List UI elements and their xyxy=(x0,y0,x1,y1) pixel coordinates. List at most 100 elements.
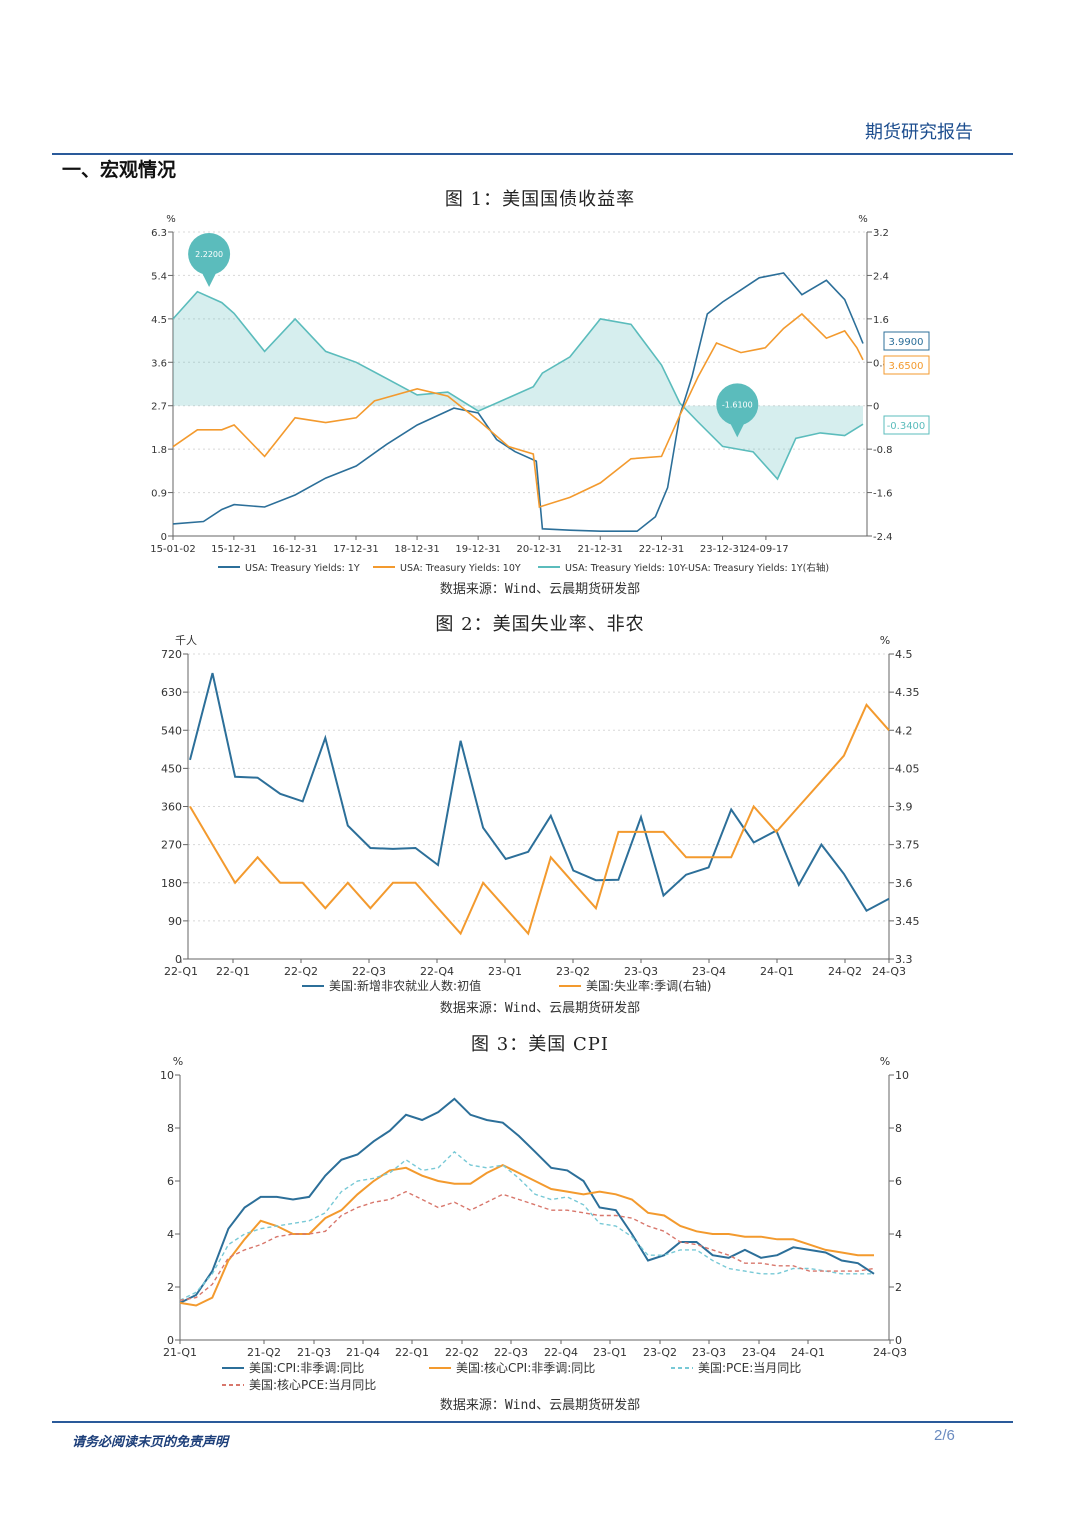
yield-1y-line xyxy=(172,272,864,532)
right-unit-label: % xyxy=(880,1055,890,1068)
right-tick-label: 3.75 xyxy=(895,839,920,852)
x-tick-label: 24-Q1 xyxy=(791,1346,825,1359)
right-tick-label: 4.2 xyxy=(895,724,913,737)
figure-1-chart: 0 0.9 1.8 2.7 3.6 4.5 5.4 6.3 -2.4 -1.6 -0.8 0 0.8 1.… xyxy=(150,214,930,574)
figure-2-chart: 0 90 180 270 360 450 540 630 720 3.3 3.45 3.6 3.75 3.… xyxy=(161,634,920,993)
x-tick-label: 21-Q4 xyxy=(346,1346,380,1359)
x-tick-label: 23-Q2 xyxy=(556,965,590,978)
x-tick-label: 22-Q4 xyxy=(420,965,454,978)
right-tick-label: 4.5 xyxy=(895,648,913,661)
x-tick-label: 24-09-17 xyxy=(743,544,788,555)
left-unit-label: % xyxy=(166,214,176,225)
x-tick-label: 21-Q1 xyxy=(163,1346,197,1359)
spread-line xyxy=(172,290,864,481)
x-tick-label: 23-Q1 xyxy=(593,1346,627,1359)
right-tick-label: 10 xyxy=(895,1069,909,1082)
x-tick-label: 19-12-31 xyxy=(455,544,500,555)
x-tick-label: 20-12-31 xyxy=(516,544,561,555)
left-unit-label: % xyxy=(173,1055,183,1068)
x-tick-label: 21-Q2 xyxy=(247,1346,281,1359)
left-tick-label: 1.8 xyxy=(151,445,167,456)
right-tick-label: 0 xyxy=(895,1334,902,1347)
figure-3-title: 图 3：美国 CPI xyxy=(471,1034,609,1055)
callout-pointer xyxy=(729,421,746,438)
callout-label: -1.6100 xyxy=(722,400,753,409)
right-tick-label: -1.6 xyxy=(873,489,893,500)
end-value-box xyxy=(883,415,930,435)
right-tick-label: 4 xyxy=(895,1228,902,1241)
x-tick-label: 18-12-31 xyxy=(394,544,439,555)
left-tick-label: 90 xyxy=(168,915,182,928)
right-tick-label: -2.4 xyxy=(873,532,893,543)
legend-label: USA: Treasury Yields: 1Y xyxy=(245,563,360,574)
x-tick-label: 24-Q2 xyxy=(828,965,862,978)
legend-label: 美国:新增非农就业人数:初值 xyxy=(329,978,481,993)
x-tick-label: 23-Q3 xyxy=(624,965,658,978)
end-value-box xyxy=(883,331,930,351)
callout-bubble xyxy=(716,383,759,426)
end-value-box xyxy=(883,355,930,375)
x-tick-label: 22-Q2 xyxy=(284,965,318,978)
callout-bubble xyxy=(188,233,231,275)
page-number: 2/6 xyxy=(934,1427,955,1444)
x-tick-label: 22-Q2 xyxy=(445,1346,479,1359)
left-tick-label: 0 xyxy=(167,1334,174,1347)
left-tick-label: 720 xyxy=(161,648,182,661)
left-tick-label: 5.4 xyxy=(151,271,167,282)
x-tick-label: 24-Q3 xyxy=(873,1346,907,1359)
left-tick-label: 180 xyxy=(161,877,182,890)
right-tick-label: 4.05 xyxy=(895,762,920,775)
pce-line xyxy=(179,1150,874,1301)
unemployment-line xyxy=(189,702,890,936)
yield-10y-line xyxy=(172,312,864,509)
left-tick-label: 8 xyxy=(167,1122,174,1135)
left-tick-label: 4 xyxy=(167,1228,174,1241)
right-tick-label: 3.6 xyxy=(895,877,913,890)
x-tick-label: 23-12-31 xyxy=(700,544,745,555)
left-tick-label: 6.3 xyxy=(151,228,167,239)
right-tick-label: 0 xyxy=(873,402,879,413)
left-tick-label: 270 xyxy=(161,839,182,852)
left-tick-label: 10 xyxy=(160,1069,174,1082)
right-tick-label: 6 xyxy=(895,1175,902,1188)
payrolls-line xyxy=(189,672,890,913)
x-tick-label: 22-Q1 xyxy=(395,1346,429,1359)
callout-pointer xyxy=(201,271,218,287)
figure-2-title: 图 2：美国失业率、非农 xyxy=(435,614,645,635)
x-tick-label: 21-12-31 xyxy=(578,544,623,555)
x-tick-label: 21-Q3 xyxy=(297,1346,331,1359)
left-tick-label: 4.5 xyxy=(151,315,167,326)
left-tick-label: 2.7 xyxy=(151,402,167,413)
right-tick-label: 0.8 xyxy=(873,358,889,369)
header-title: 期货研究报告 xyxy=(865,122,973,143)
legend-label: 美国:核心CPI:非季调:同比 xyxy=(456,1361,595,1375)
right-tick-label: 4.35 xyxy=(895,686,920,699)
x-tick-label: 16-12-31 xyxy=(272,544,317,555)
left-tick-label: 6 xyxy=(167,1175,174,1188)
x-tick-label: 23-Q4 xyxy=(742,1346,776,1359)
x-tick-label: 22-Q3 xyxy=(494,1346,528,1359)
x-tick-label: 23-Q4 xyxy=(692,965,726,978)
spread-area xyxy=(173,291,863,479)
figure-3-chart: 0 2 4 6 8 10 0 2 4 6 8 10% % 21-Q1 21-Q2 21-Q3 21-Q4 22-Q… xyxy=(160,1055,909,1392)
left-tick-label: 540 xyxy=(161,724,182,737)
x-tick-label: 17-12-31 xyxy=(333,544,378,555)
legend-label: 美国:CPI:非季调:同比 xyxy=(249,1361,364,1375)
x-tick-label: 15-12-31 xyxy=(211,544,256,555)
left-tick-label: 2 xyxy=(167,1281,174,1294)
x-tick-label: 23-Q3 xyxy=(692,1346,726,1359)
figure-1-source: 数据来源：Wind、云晨期货研发部 xyxy=(439,582,641,597)
right-tick-label: 1.6 xyxy=(873,315,889,326)
right-tick-label: 3.45 xyxy=(895,915,920,928)
core-pce-line xyxy=(179,1190,875,1301)
x-tick-label: 22-Q1 xyxy=(164,965,198,978)
legend-label: 美国:失业率:季调(右轴) xyxy=(586,978,711,993)
x-tick-label: 15-01-02 xyxy=(150,544,195,555)
x-tick-label: 24-Q3 xyxy=(872,965,906,978)
legend-label: 美国:PCE:当月同比 xyxy=(698,1361,801,1375)
x-tick-label: 22-Q4 xyxy=(544,1346,578,1359)
x-tick-label: 23-Q1 xyxy=(488,965,522,978)
end-value-label: 3.9900 xyxy=(889,337,924,348)
right-unit-label: % xyxy=(858,214,868,225)
left-unit-label: 千人 xyxy=(175,634,197,647)
